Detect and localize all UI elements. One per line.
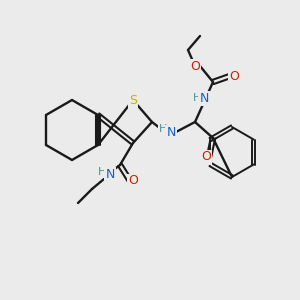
Text: N: N [199, 92, 209, 104]
Text: H: H [159, 124, 167, 134]
Text: N: N [105, 167, 115, 181]
Text: N: N [166, 125, 176, 139]
Text: O: O [201, 151, 211, 164]
Text: S: S [129, 94, 137, 106]
Text: O: O [128, 175, 138, 188]
Text: O: O [229, 70, 239, 83]
Text: H: H [98, 167, 106, 177]
Text: O: O [190, 59, 200, 73]
Text: H: H [193, 93, 201, 103]
